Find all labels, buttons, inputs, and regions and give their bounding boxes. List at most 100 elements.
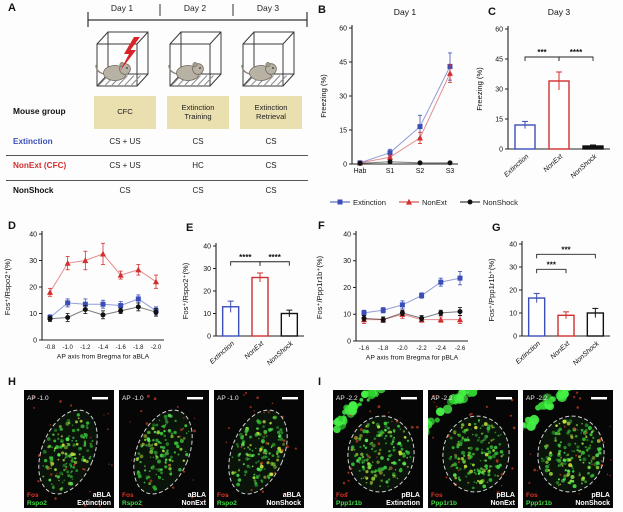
green-cell-dot: [448, 457, 452, 461]
green-cell-dot: [147, 432, 149, 435]
green-cell-dot: [371, 461, 374, 463]
green-cell-dot: [584, 446, 587, 449]
green-cell-dot: [176, 445, 180, 449]
green-cell-dot: [261, 456, 264, 460]
green-cell-dot: [268, 458, 270, 461]
bla-region-dashed-outline: [537, 415, 605, 493]
green-cell-dot: [173, 451, 177, 454]
red-cell-dot: [445, 476, 448, 479]
scale-bar: [282, 397, 298, 400]
red-cell-dot: [559, 473, 562, 476]
green-cell-dot: [263, 430, 268, 434]
green-cell-dot: [378, 470, 383, 475]
green-cell-dot: [159, 441, 162, 445]
green-cell-dot: [70, 465, 73, 468]
marker-circle: [361, 315, 367, 321]
green-cell-dot: [244, 474, 246, 476]
green-cell-dot: [453, 473, 457, 477]
green-cell-dot: [397, 424, 401, 428]
green-cell-dot: [481, 448, 484, 451]
legend-label: Extinction: [353, 197, 386, 207]
red-cell-dot: [226, 494, 229, 497]
marker-triangle: [135, 266, 142, 273]
green-cell-dot: [71, 439, 74, 442]
green-cell-dot: [149, 450, 154, 454]
micrograph-pbla-extinction: AP -2.2 Fos Ppp1r1b pBLA Extinction: [332, 383, 423, 508]
green-cell-dot: [373, 470, 376, 474]
green-cell-dot: [152, 456, 155, 459]
green-cell-dot: [61, 481, 64, 484]
cortex-signal: [546, 398, 553, 405]
green-cell-dot: [170, 434, 174, 439]
red-cell-dot: [345, 492, 348, 495]
green-cell-dot: [589, 433, 593, 437]
green-cell-dot: [168, 467, 172, 471]
green-cell-dot: [373, 437, 377, 440]
green-cell-dot: [472, 433, 474, 436]
red-cell-dot: [281, 448, 284, 452]
green-cell-dot: [78, 453, 81, 456]
green-cell-dot: [479, 427, 482, 430]
green-cell-dot: [67, 474, 71, 478]
green-cell-dot: [393, 430, 396, 433]
marker-square: [361, 310, 367, 316]
green-cell-dot: [374, 474, 376, 476]
green-cell-dot: [270, 461, 274, 465]
green-cell-dot: [595, 453, 600, 458]
green-cell-dot: [73, 436, 75, 439]
green-cell-dot: [167, 413, 172, 418]
green-cell-dot: [51, 459, 54, 462]
green-cell-dot: [463, 464, 468, 469]
cage-wireframe: [242, 31, 295, 87]
green-cell-dot: [460, 426, 463, 429]
green-cell-dot: [179, 438, 184, 443]
cortex-signal: [468, 388, 478, 397]
green-cell-dot: [185, 453, 189, 457]
y-tick-label: 0: [347, 338, 351, 345]
green-cell-dot: [558, 445, 561, 448]
y-tick-label: 30: [509, 264, 517, 271]
green-channel-label: Ppp1r1b: [336, 500, 362, 507]
green-cell-dot: [488, 465, 492, 468]
red-cell-dot: [536, 469, 539, 472]
green-cell-dot: [266, 474, 271, 479]
red-cell-dot: [244, 391, 248, 395]
bar-nonext: [548, 80, 570, 150]
y-tick-label: 10: [343, 312, 351, 319]
green-cell-dot: [587, 471, 590, 475]
ap-coordinate-label: AP -1.0: [122, 395, 144, 402]
marker-circle: [387, 159, 393, 165]
marker-circle: [118, 308, 124, 314]
group-label: Extinction: [386, 500, 420, 507]
bla-region-dashed-outline: [38, 409, 98, 495]
green-cell-dot: [597, 449, 600, 452]
green-cell-dot: [598, 451, 602, 455]
shock-lightning-icon: [120, 37, 140, 71]
red-cell-dot: [265, 441, 268, 445]
green-cell-dot: [548, 453, 553, 457]
cage-floor-hatch: [277, 75, 287, 86]
green-cell-dot: [255, 447, 257, 450]
green-cell-dot: [143, 434, 148, 439]
green-cell-dot: [592, 436, 595, 440]
green-cell-dot: [568, 458, 572, 462]
green-cell-dot: [574, 434, 578, 438]
y-axis-label: Freezing (%): [475, 67, 484, 111]
green-cell-dot: [280, 431, 284, 435]
green-cell-dot: [155, 468, 157, 470]
green-cell-dot: [236, 482, 240, 487]
red-cell-dot: [410, 425, 414, 429]
green-cell-dot: [383, 474, 385, 477]
green-cell-dot: [471, 453, 474, 456]
green-cell-dot: [574, 442, 577, 445]
marker-square: [380, 307, 386, 313]
green-cell-dot: [182, 459, 185, 462]
green-cell-dot: [573, 450, 576, 453]
green-cell-dot: [268, 452, 271, 455]
cortex-signal: [524, 416, 532, 424]
cage-floor-hatch: [204, 75, 214, 86]
green-cell-dot: [387, 485, 389, 488]
table-cell: CS + US: [109, 137, 141, 146]
red-cell-dot: [152, 446, 155, 449]
green-cell-dot: [467, 472, 470, 475]
